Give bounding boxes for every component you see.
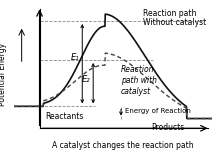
Text: Reaction path: Reaction path xyxy=(143,9,196,18)
Text: Reaction
path with
catalyst: Reaction path with catalyst xyxy=(121,65,157,96)
Text: Products: Products xyxy=(151,123,185,132)
X-axis label: A catalyst changes the reaction path: A catalyst changes the reaction path xyxy=(52,141,194,150)
Text: Reactants: Reactants xyxy=(46,112,84,122)
Text: Without catalyst: Without catalyst xyxy=(143,18,206,27)
Text: E₁: E₁ xyxy=(71,53,80,62)
Text: E₂: E₂ xyxy=(82,75,90,84)
Text: Energy of Reaction: Energy of Reaction xyxy=(125,108,191,114)
Text: Potential Energy: Potential Energy xyxy=(0,43,7,106)
